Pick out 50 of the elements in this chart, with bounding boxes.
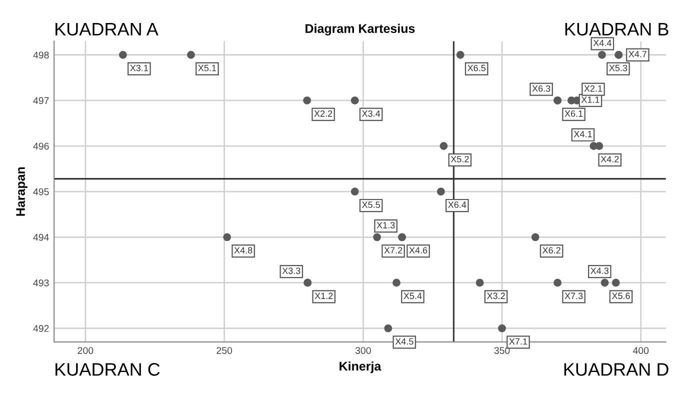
y-tick-label: 492 (33, 325, 49, 332)
y-tick-label: 498 (33, 52, 49, 58)
text: KUADRAN C (56, 363, 160, 376)
annotation: X4.2 (600, 156, 619, 162)
annotation: X5.4 (404, 292, 422, 300)
x-tick-label: 250 (216, 347, 232, 354)
text: KUADRAN A (56, 22, 158, 36)
annotation: X7.3 (564, 292, 583, 300)
annotation: X5.1 (198, 64, 216, 72)
text: KUADRAN D (564, 363, 668, 376)
annotation: X1.3 (376, 222, 395, 228)
annotation: X4.5 (395, 338, 414, 345)
y-tick-label: 496 (33, 142, 49, 150)
annotation: X2.2 (314, 110, 332, 117)
annotation: X2.1 (584, 85, 602, 92)
annotation: X3.1 (130, 64, 148, 72)
y-tick-label: 494 (33, 234, 49, 241)
annotation: X5.2 (450, 156, 469, 162)
annotation: X6.2 (542, 247, 560, 254)
x-tick-label: 300 (355, 347, 371, 354)
annotation: X3.2 (486, 292, 505, 300)
chart-title: Diagram Kartesius (306, 24, 415, 36)
annotation: X6.1 (564, 110, 583, 117)
annotation: X1.1 (581, 96, 600, 103)
x-tick-label: 350 (494, 347, 510, 354)
y-axis-title: Harapan (16, 167, 28, 216)
annotation: X4.6 (409, 247, 428, 254)
annotation: X4.8 (234, 247, 252, 254)
annotation: X7.2 (384, 247, 402, 254)
y-tick-label: 493 (33, 279, 49, 286)
x-tick-label: 200 (78, 347, 94, 354)
annotation: X3.4 (362, 110, 380, 117)
annotation: X6.3 (532, 85, 550, 92)
annotation: X5.3 (609, 64, 628, 72)
annotation: X1.2 (314, 292, 333, 299)
y-tick-label: 497 (33, 97, 49, 104)
x-tick-label: 400 (632, 347, 649, 354)
annotation: X4.3 (590, 268, 609, 274)
annotation: X5.5 (362, 202, 380, 208)
annotation: X6.4 (448, 202, 466, 208)
annotation: X5.6 (612, 292, 630, 300)
annotation: X3.3 (282, 268, 300, 274)
annotation: X4.1 (574, 130, 592, 138)
annotation: X7.1 (509, 338, 528, 345)
x-axis-title: Kinerja (340, 361, 382, 374)
annotation: X6.5 (468, 64, 486, 72)
annotation: X4.4 (593, 40, 612, 46)
y-tick-label: 495 (33, 188, 49, 196)
text: KUADRAN B (565, 22, 668, 36)
annotation: X4.7 (628, 50, 646, 58)
